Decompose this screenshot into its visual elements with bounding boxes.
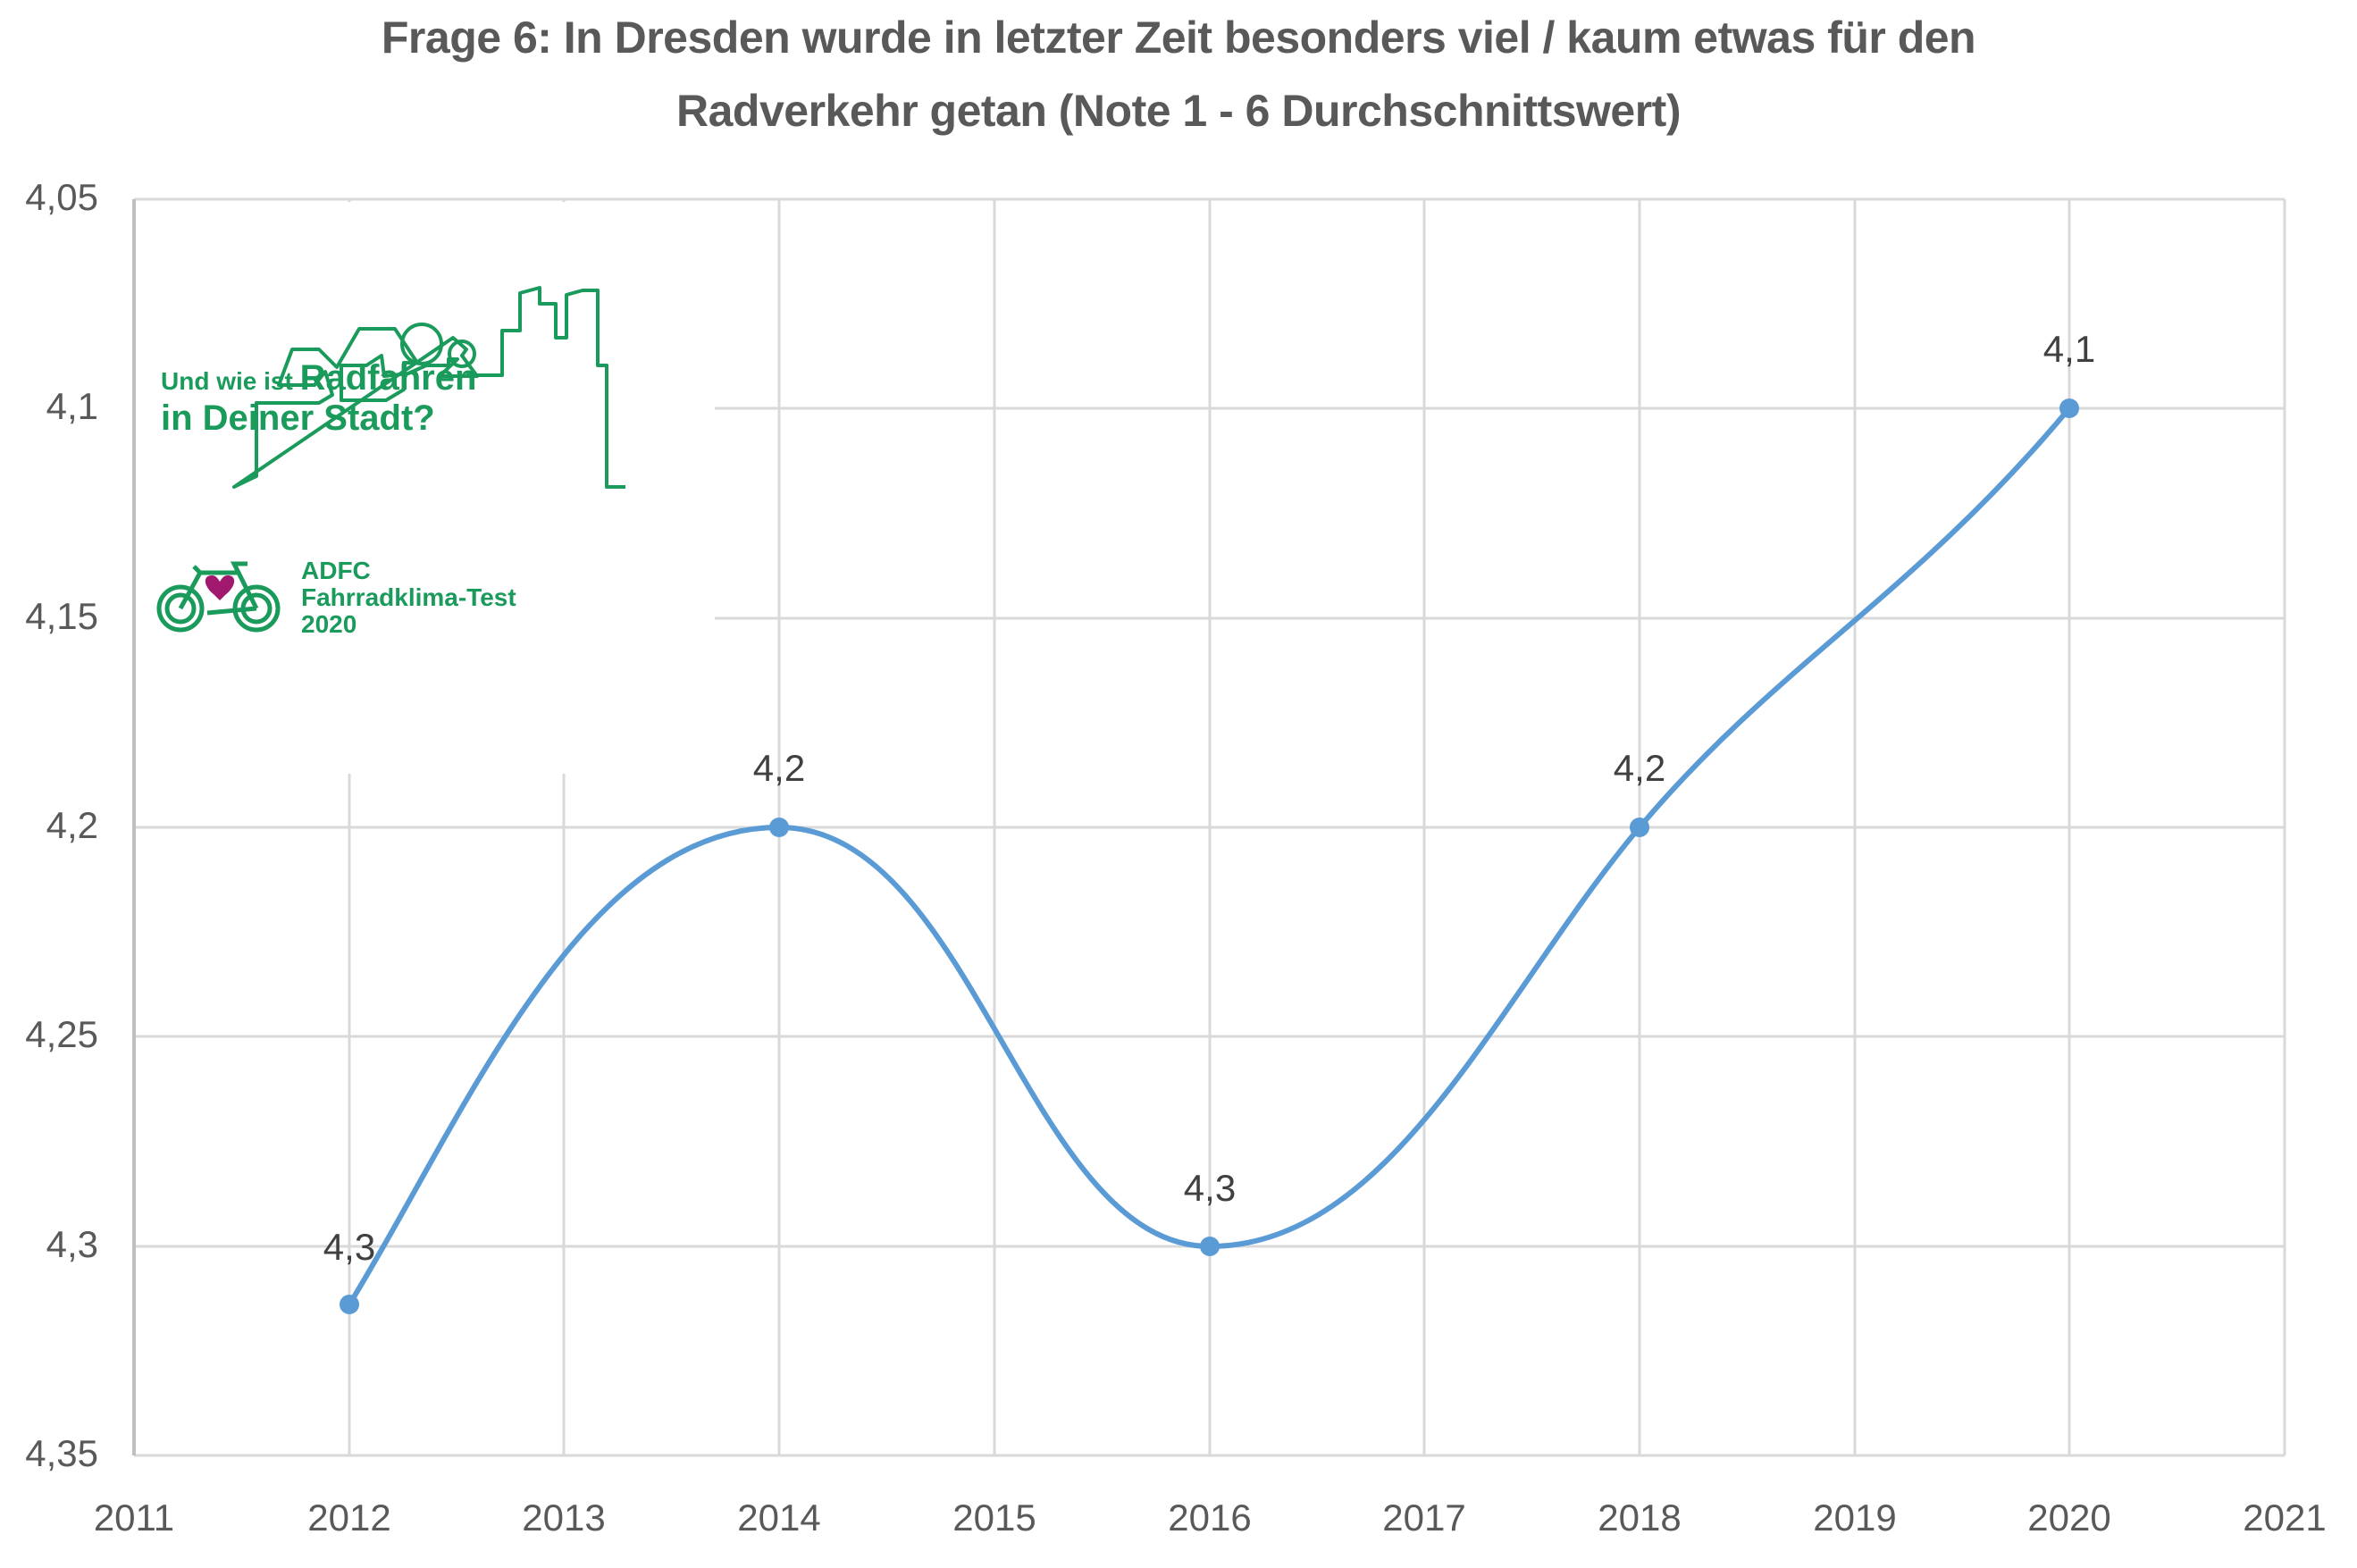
x-tick-label: 2020 — [2027, 1497, 2111, 1539]
bicycle-heart-icon — [156, 561, 281, 633]
y-tick-label: 4,15 — [25, 595, 98, 637]
y-tick-label: 4,05 — [25, 176, 98, 218]
logo-tagline-small: Und wie ist — [161, 367, 300, 395]
adfc-label: ADFC — [301, 557, 371, 584]
x-tick-label: 2019 — [1813, 1497, 1897, 1539]
data-point-2016[interactable] — [1200, 1237, 1220, 1256]
data-label-2014: 4,2 — [752, 747, 806, 789]
data-point-2012[interactable] — [340, 1295, 359, 1314]
adfc-fahrradklima-test-label: Fahrradklima-Test — [301, 583, 516, 611]
x-tick-label: 2017 — [1382, 1497, 1466, 1539]
data-label-2012: 4,3 — [323, 1226, 376, 1268]
y-tick-label: 4,35 — [25, 1432, 98, 1474]
y-tick-label: 4,2 — [46, 804, 98, 846]
y-tick-label: 4,1 — [46, 385, 98, 427]
data-label-2020: 4,1 — [2042, 328, 2096, 370]
logo-tagline-big: Radfahren — [299, 358, 477, 398]
x-tick-label: 2013 — [522, 1497, 606, 1539]
data-label-2018: 4,2 — [1613, 747, 1666, 789]
city-skyline-icon — [232, 286, 625, 489]
y-tick-label: 4,25 — [25, 1013, 98, 1055]
chart-title-line-2: Radverkehr getan (Note 1 - 6 Durchschnit… — [676, 86, 1682, 136]
x-tick-label: 2011 — [93, 1497, 175, 1539]
y-tick-label: 4,3 — [46, 1223, 98, 1265]
x-tick-label: 2018 — [1598, 1497, 1682, 1539]
x-tick-label: 2021 — [2243, 1497, 2327, 1539]
data-point-2018[interactable] — [1630, 818, 1649, 837]
data-label-2016: 4,3 — [1183, 1167, 1237, 1209]
logo-tagline-line2: in Deiner Stadt? — [161, 398, 435, 438]
data-points — [340, 398, 2079, 1314]
adfc-year-label: 2020 — [301, 610, 357, 638]
data-point-2014[interactable] — [769, 818, 789, 837]
x-tick-label: 2015 — [952, 1497, 1036, 1539]
chart-title-line-1: Frage 6: In Dresden wurde in letzter Zei… — [381, 13, 1976, 63]
x-tick-label: 2016 — [1168, 1497, 1252, 1539]
x-tick-label: 2012 — [307, 1497, 391, 1539]
x-tick-label: 2014 — [737, 1497, 821, 1539]
series-line — [347, 406, 2072, 1307]
adfc-logo: Und wie ist Radfahren in Deiner Stadt? A… — [136, 202, 715, 774]
heart-icon — [205, 575, 235, 600]
data-point-2020[interactable] — [2059, 398, 2079, 418]
